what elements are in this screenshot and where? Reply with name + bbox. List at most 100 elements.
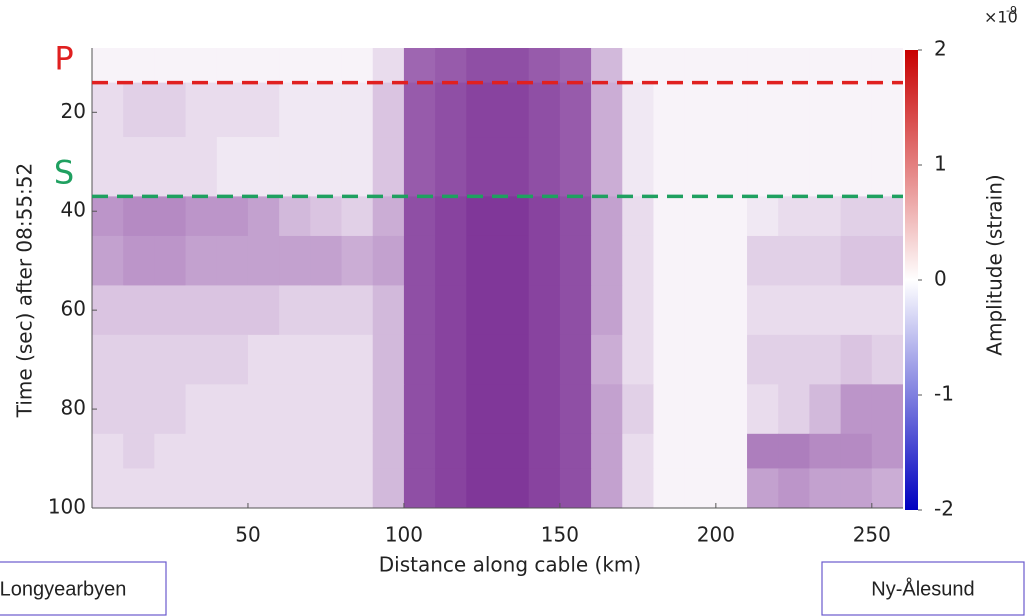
heatmap-cell — [341, 196, 374, 237]
heatmap-cell — [778, 196, 810, 237]
heatmap-cell — [528, 82, 561, 138]
heatmap-cell — [778, 468, 810, 508]
y-tick-label: 100 — [48, 495, 86, 519]
heatmap-cell — [92, 468, 124, 508]
heatmap-cell — [684, 82, 717, 138]
heatmap-cell — [216, 384, 249, 435]
heatmap-cell — [715, 196, 748, 237]
heatmap-cell — [466, 82, 498, 138]
heatmap-cell — [403, 334, 436, 385]
heatmap-cell — [92, 235, 124, 286]
heatmap-cell — [185, 48, 218, 84]
heatmap-cell — [341, 468, 374, 508]
heatmap-cell — [622, 334, 654, 385]
heatmap-cell — [684, 137, 717, 197]
heatmap-cell — [715, 137, 748, 197]
y-tick-label: 40 — [61, 198, 86, 222]
heatmap-cell — [247, 82, 280, 138]
heatmap-cell — [247, 137, 280, 197]
heatmap-cell — [154, 82, 187, 138]
heatmap-cell — [591, 196, 623, 237]
x-tick-label: 100 — [385, 523, 423, 547]
station-box — [821, 561, 1025, 616]
heatmap-cell — [92, 196, 124, 237]
heatmap-cell — [466, 235, 498, 286]
heatmap-cell — [528, 48, 561, 84]
heatmap-cell — [466, 468, 498, 508]
heatmap-cell — [747, 82, 779, 138]
heatmap-cell — [715, 433, 748, 469]
heatmap-cell — [403, 384, 436, 435]
heatmap-cell — [154, 235, 187, 286]
heatmap-cell — [653, 48, 686, 84]
arrival-label: P — [54, 40, 73, 78]
heatmap-cell — [403, 196, 436, 237]
heatmap-cell — [435, 82, 467, 138]
heatmap-cell — [403, 48, 436, 84]
heatmap-cell — [154, 433, 187, 469]
heatmap-cell — [684, 235, 717, 286]
heatmap-cell — [528, 384, 561, 435]
heatmap-cell — [747, 196, 779, 237]
station-label: Longyearbyen — [0, 578, 126, 600]
heatmap-cell — [497, 468, 530, 508]
heatmap-cell — [372, 468, 405, 508]
heatmap-cell — [809, 285, 842, 336]
heatmap-cell — [435, 196, 467, 237]
heatmap-cell — [279, 468, 311, 508]
station-box — [0, 561, 167, 616]
colorbar-tick-label: 0 — [934, 267, 947, 291]
heatmap-cell — [92, 82, 124, 138]
heatmap-cell — [559, 384, 592, 435]
heatmap-cell — [310, 137, 343, 197]
heatmap-cell — [372, 285, 405, 336]
heatmap-cell — [559, 137, 592, 197]
heatmap-cell — [653, 196, 686, 237]
heatmap-cell — [92, 48, 124, 84]
heatmap-cell — [528, 334, 561, 385]
heatmap-cell — [185, 384, 218, 435]
heatmap-cell — [622, 468, 654, 508]
heatmap-cell — [747, 468, 779, 508]
heatmap-cell — [778, 48, 810, 84]
heatmap-cell — [653, 235, 686, 286]
heatmap-cell — [216, 468, 249, 508]
heatmap-cell — [591, 433, 623, 469]
colorbar-multiplier: ×10 — [984, 8, 1018, 27]
heatmap-cell — [435, 48, 467, 84]
heatmap-cell — [684, 196, 717, 237]
heatmap-cell — [653, 384, 686, 435]
heatmap-cell — [622, 82, 654, 138]
heatmap-cell — [840, 235, 873, 286]
heatmap-cell — [310, 384, 343, 435]
heatmap-cell — [247, 196, 280, 237]
heatmap-cell — [809, 137, 842, 197]
heatmap-cell — [840, 433, 873, 469]
y-tick-label: 60 — [61, 297, 86, 321]
heatmap-cell — [185, 334, 218, 385]
heatmap-cell — [247, 285, 280, 336]
heatmap-cell — [528, 196, 561, 237]
heatmap-cell — [528, 235, 561, 286]
heatmap-cell — [622, 137, 654, 197]
heatmap-cell — [653, 433, 686, 469]
heatmap-cell — [466, 285, 498, 336]
heatmap-cell — [653, 468, 686, 508]
heatmap-cell — [123, 285, 155, 336]
heatmap-cell — [247, 334, 280, 385]
heatmap-cell — [747, 384, 779, 435]
heatmap-cell — [154, 196, 187, 237]
x-tick-label: 150 — [541, 523, 579, 547]
heatmap-cell — [185, 285, 218, 336]
heatmap-cell — [216, 235, 249, 286]
heatmap-cell — [840, 384, 873, 435]
heatmap-cell — [747, 137, 779, 197]
heatmap-cell — [871, 384, 903, 435]
heatmap — [92, 48, 903, 508]
heatmap-cell — [247, 468, 280, 508]
heatmap-cell — [403, 285, 436, 336]
heatmap-cell — [216, 48, 249, 84]
heatmap-cell — [840, 48, 873, 84]
heatmap-cell — [591, 137, 623, 197]
